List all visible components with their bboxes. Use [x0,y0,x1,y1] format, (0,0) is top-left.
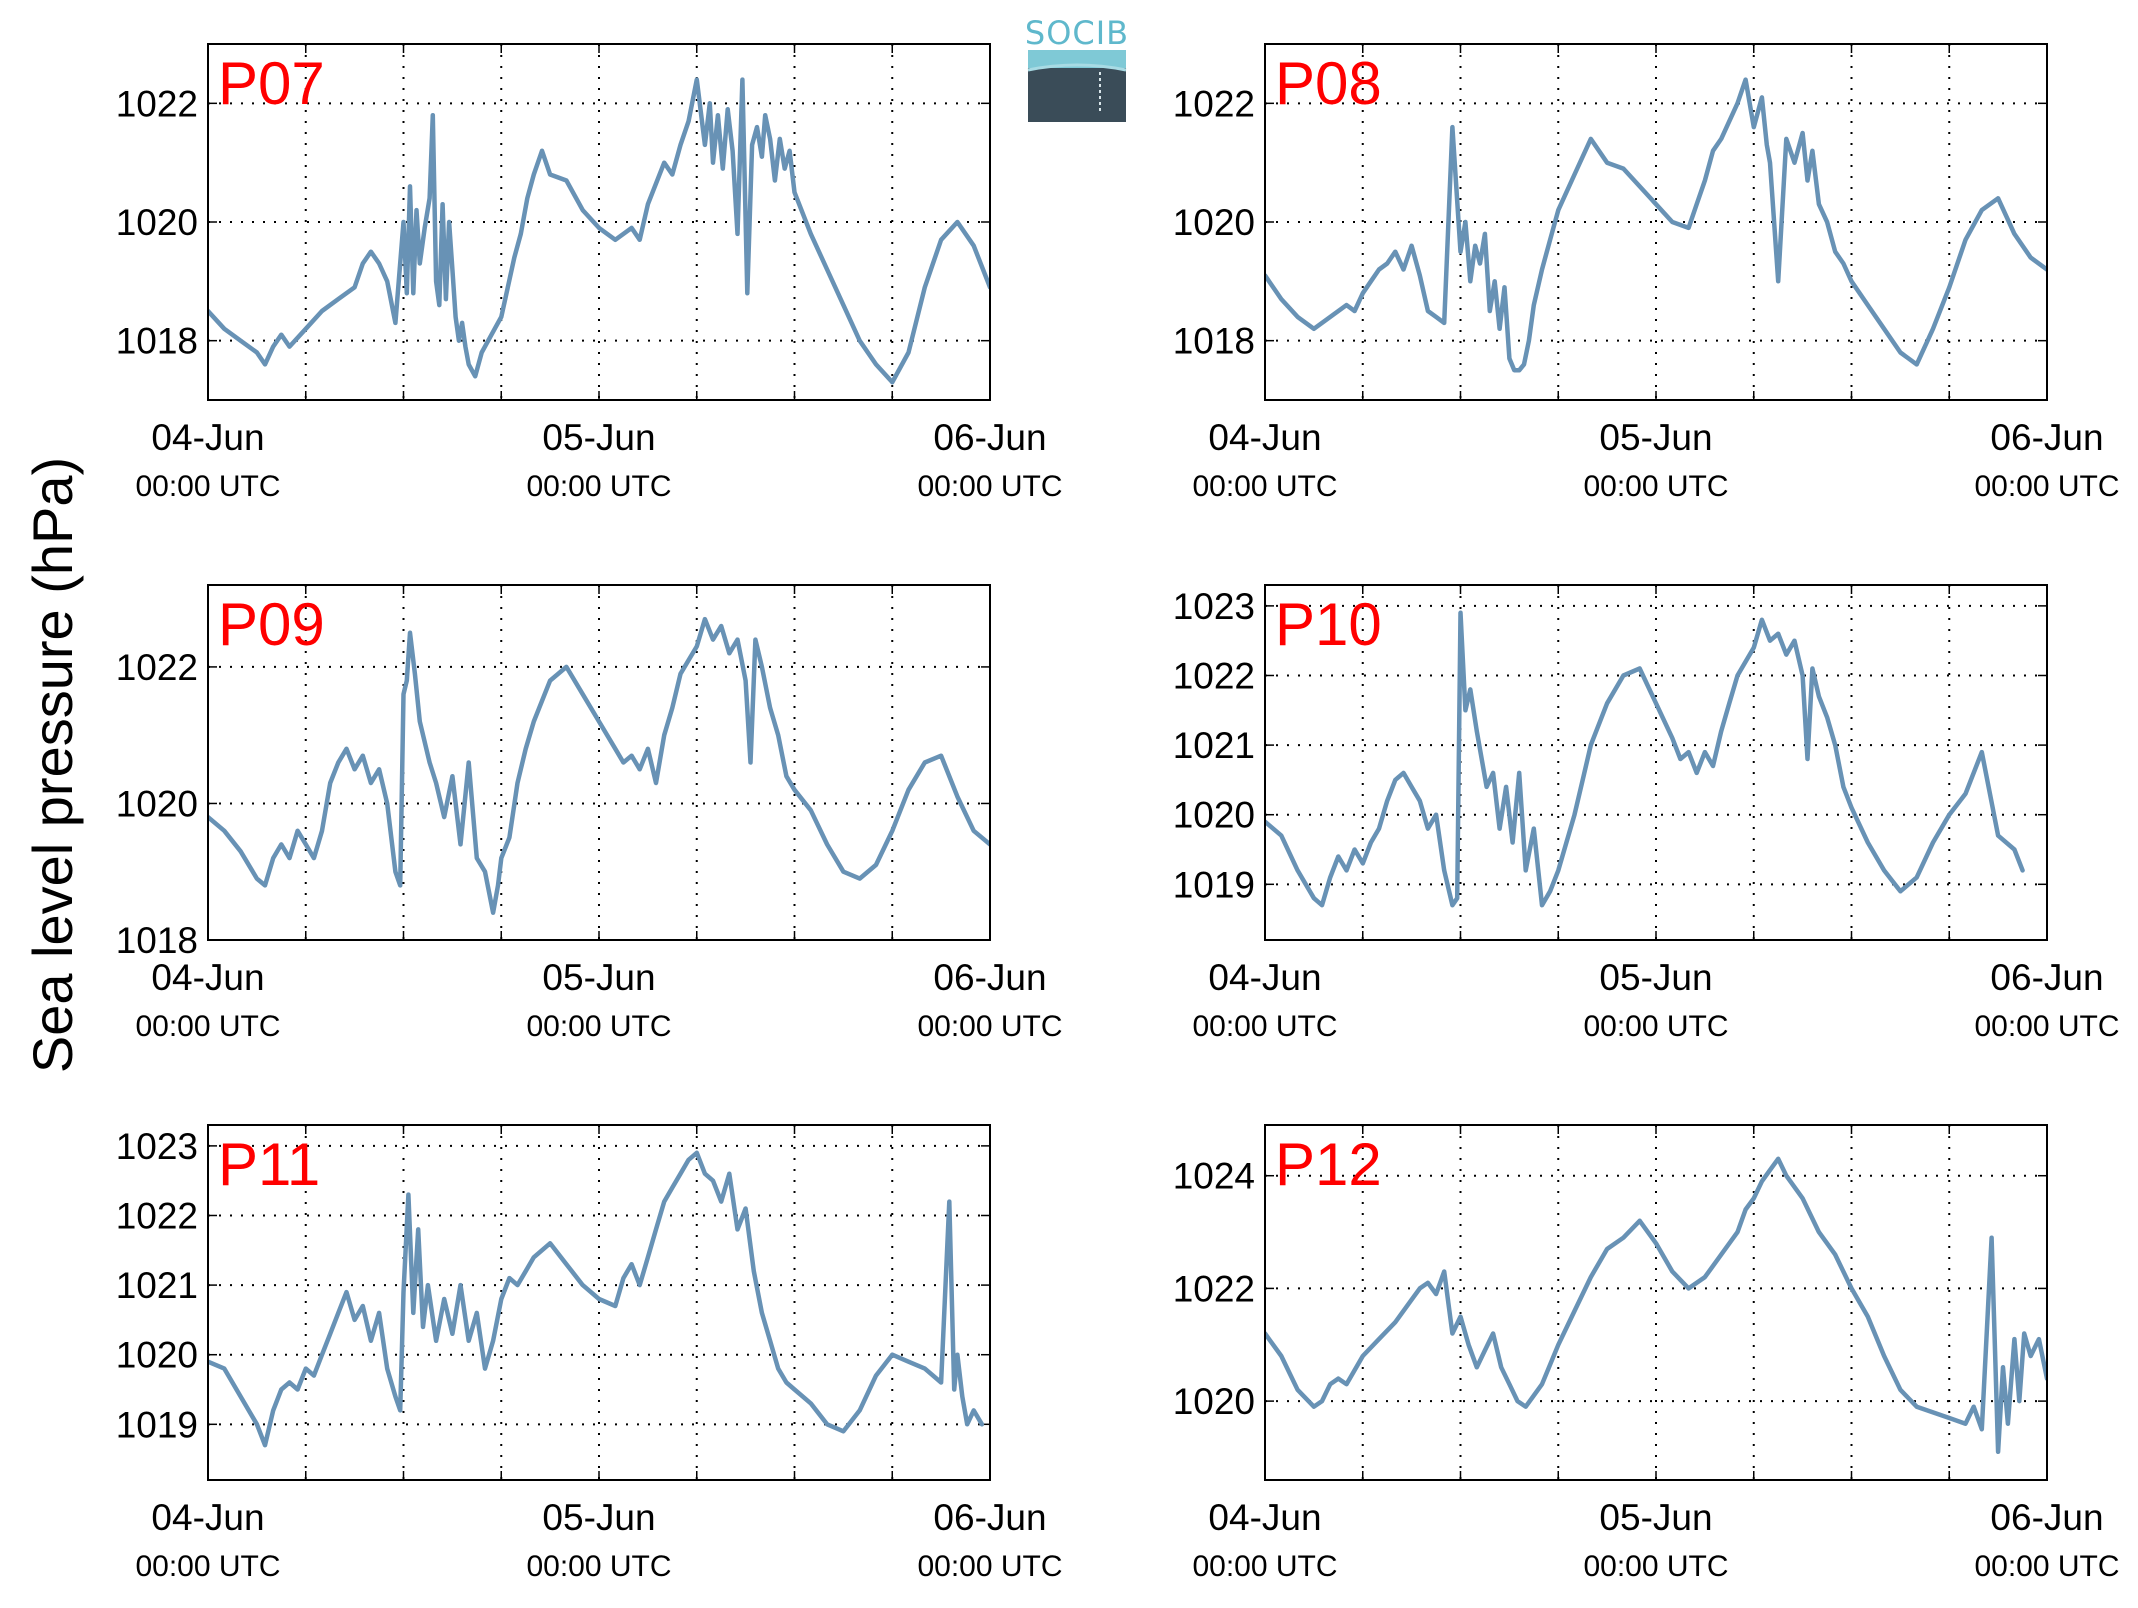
y-tick-label: 1023 [116,1126,198,1167]
y-tick-label: 1022 [1173,655,1255,696]
socib-logo-text: SOCIB [1025,14,1129,52]
x-tick-label-time: 00:00 UTC [1192,470,1337,503]
x-tick-label-time: 00:00 UTC [1974,1010,2119,1043]
series-line [1265,1156,2047,1455]
y-tick-label: 1019 [116,1404,198,1445]
x-tick-label-time: 00:00 UTC [917,1010,1062,1043]
socib-logo: SOCIB [1025,14,1129,122]
socib-logo-wave [1027,63,1127,72]
y-tick-label: 1022 [116,83,198,124]
axes-frame [207,1124,991,1481]
panel-p10: 1019 1020 1021 1022 1023 04-Jun 00:00 UTC 05-Ju… [1173,584,2120,1043]
series-line [208,616,990,915]
axes-frame [207,584,991,941]
y-tick-label: 1022 [1173,1268,1255,1309]
axes-frame [207,43,991,401]
x-tick-label-date: 05-Jun [542,1497,655,1538]
x-tick-label-time: 00:00 UTC [1192,1010,1337,1043]
panel-label: P09 [218,591,325,658]
y-tick-label: 1020 [1173,1381,1255,1422]
x-tick-label-date: 06-Jun [933,957,1046,998]
y-tick-label: 1024 [1173,1156,1255,1197]
y-tick-label: 1021 [116,1265,198,1306]
x-tick-label-date: 04-Jun [1208,957,1321,998]
x-tick-label-date: 04-Jun [151,417,264,458]
y-tick-label: 1023 [1173,586,1255,627]
y-tick-label: 1020 [116,202,198,243]
x-tick-label-time: 00:00 UTC [526,1550,671,1583]
series-line [208,77,990,385]
panel-p09: 1018 1020 1022 04-Jun 00:00 UTC 05-Jun 00:00 U… [116,584,1063,1043]
x-tick-label-date: 06-Jun [933,1497,1046,1538]
x-tick-label-time: 00:00 UTC [135,1010,280,1043]
y-tick-label: 1018 [1173,321,1255,362]
x-tick-label-date: 04-Jun [1208,417,1321,458]
x-tick-label-date: 06-Jun [933,417,1046,458]
panel-p12: 1020 1022 1024 04-Jun 00:00 UTC 05-Jun 00:00 U… [1173,1124,2120,1583]
y-tick-label: 1019 [1173,864,1255,905]
x-tick-label-date: 04-Jun [151,957,264,998]
x-tick-label-date: 06-Jun [1990,957,2103,998]
axes-frame [1264,1124,2048,1481]
series-line [1265,77,2047,373]
panel-label: P12 [1275,1131,1382,1198]
panel-label: P10 [1275,591,1382,658]
panel-p07: 1018 1020 1022 04-Jun 00:00 UTC 05-Jun 00:00 U… [116,43,1063,503]
panel-label: P07 [218,50,325,117]
y-tick-label: 1022 [1173,83,1255,124]
y-tick-label: 1020 [116,1335,198,1376]
y-tick-label: 1021 [1173,725,1255,766]
y-tick-label: 1022 [116,647,198,688]
y-tick-label: 1020 [1173,202,1255,243]
figure-ylabel: Sea level pressure (hPa) [21,457,84,1073]
x-tick-label-time: 00:00 UTC [526,470,671,503]
x-tick-label-date: 06-Jun [1990,1497,2103,1538]
panel-p11: 1019 1020 1021 1022 1023 04-Jun 00:00 UTC 05-Ju… [116,1124,1063,1583]
y-tick-label: 1018 [116,920,198,961]
panels: 1018 1020 1022 04-Jun 00:00 UTC 05-Jun 00:00 U… [116,43,2120,1583]
axes-frame [1264,43,2048,401]
x-tick-label-time: 00:00 UTC [917,470,1062,503]
x-tick-label-time: 00:00 UTC [1192,1550,1337,1583]
y-tick-label: 1020 [1173,795,1255,836]
x-tick-label-time: 00:00 UTC [135,1550,280,1583]
x-tick-label-time: 00:00 UTC [917,1550,1062,1583]
x-tick-label-time: 00:00 UTC [135,470,280,503]
y-tick-label: 1020 [116,783,198,824]
panel-label: P08 [1275,50,1382,117]
x-tick-label-time: 00:00 UTC [526,1010,671,1043]
x-tick-label-date: 05-Jun [542,957,655,998]
y-tick-label: 1018 [116,321,198,362]
x-tick-label-time: 00:00 UTC [1583,1550,1728,1583]
axes-frame [1264,584,2048,941]
x-tick-label-date: 05-Jun [1599,417,1712,458]
x-tick-label-date: 06-Jun [1990,417,2103,458]
x-tick-label-date: 04-Jun [151,1497,264,1538]
x-tick-label-time: 00:00 UTC [1974,470,2119,503]
x-tick-label-time: 00:00 UTC [1583,1010,1728,1043]
x-tick-label-date: 05-Jun [1599,1497,1712,1538]
x-tick-label-date: 04-Jun [1208,1497,1321,1538]
x-tick-label-date: 05-Jun [542,417,655,458]
x-tick-label-time: 00:00 UTC [1974,1550,2119,1583]
panel-p08: 1018 1020 1022 04-Jun 00:00 UTC 05-Jun 00:00 U… [1173,43,2120,503]
x-tick-label-time: 00:00 UTC [1583,470,1728,503]
socib-logo-band [1028,50,1126,68]
x-tick-label-date: 05-Jun [1599,957,1712,998]
panel-label: P11 [218,1131,320,1198]
series-line [208,1150,985,1448]
series-line [1265,610,2025,908]
y-tick-label: 1022 [116,1195,198,1236]
